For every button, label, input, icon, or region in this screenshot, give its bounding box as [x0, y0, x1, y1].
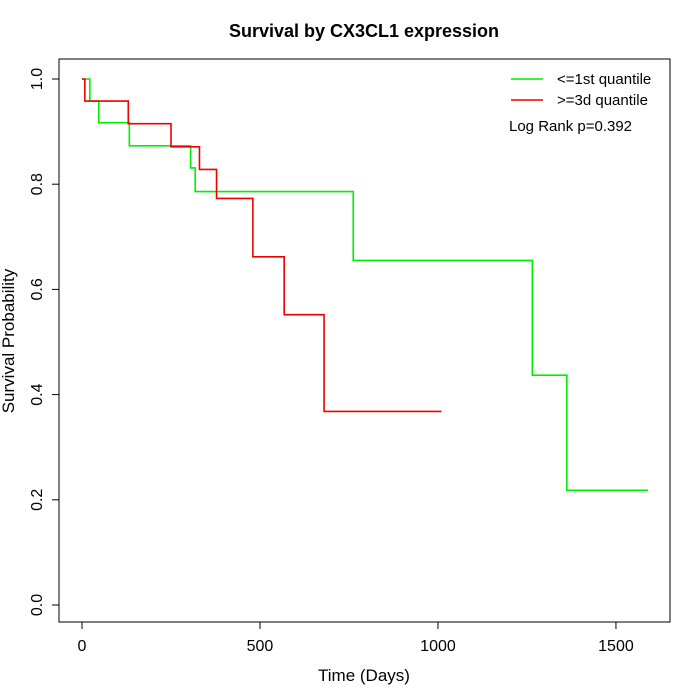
chart-title: Survival by CX3CL1 expression	[229, 21, 499, 41]
legend: <=1st quantile >=3d quantile	[511, 71, 651, 109]
x-tick-label: 0	[78, 638, 87, 655]
log-rank-annotation: Log Rank p=0.392	[509, 118, 632, 135]
x-axis-label: Time (Days)	[318, 666, 410, 685]
series-line-1	[82, 78, 648, 492]
x-tick-label: 500	[247, 638, 274, 655]
x-tick-label: 1000	[420, 638, 456, 655]
y-axis: 0.0 0.2 0.4 0.6 0.8 1.0	[29, 68, 60, 616]
y-axis-label: Survival Probability	[0, 268, 18, 413]
x-tick-label: 1500	[598, 638, 634, 655]
y-tick-label: 0.2	[29, 489, 46, 511]
legend-label-1: <=1st quantile	[557, 71, 651, 88]
legend-label-2: >=3d quantile	[557, 92, 648, 109]
x-axis: 0 500 1000 1500	[78, 621, 634, 655]
series-layer	[82, 78, 648, 492]
y-tick-label: 0.6	[29, 278, 46, 300]
y-tick-label: 1.0	[29, 68, 46, 90]
series-line-2	[82, 78, 442, 413]
plot-area-frame	[58, 58, 671, 623]
y-tick-label: 0.8	[29, 173, 46, 195]
y-tick-label: 0.0	[29, 594, 46, 616]
y-tick-label: 0.4	[29, 383, 46, 405]
